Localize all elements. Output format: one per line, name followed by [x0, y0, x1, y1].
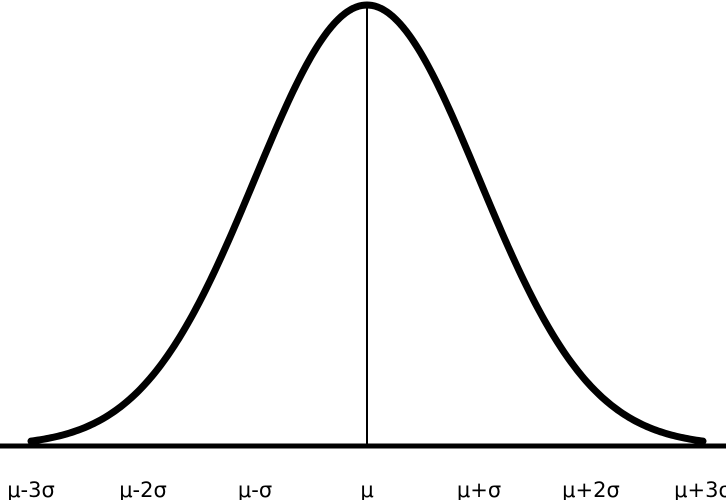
x-tick-label: μ-3σ	[7, 478, 55, 500]
x-tick-label: μ+3σ	[674, 478, 726, 500]
x-tick-label: μ	[360, 478, 373, 500]
x-tick-label: μ-σ	[238, 478, 272, 500]
x-tick-label: μ-2σ	[119, 478, 167, 500]
x-tick-label: μ+σ	[457, 478, 501, 500]
x-tick-labels: μ-3σ μ-2σ μ-σ μ μ+σ μ+2σ μ+3σ	[7, 478, 726, 500]
x-tick-label: μ+2σ	[562, 478, 620, 500]
